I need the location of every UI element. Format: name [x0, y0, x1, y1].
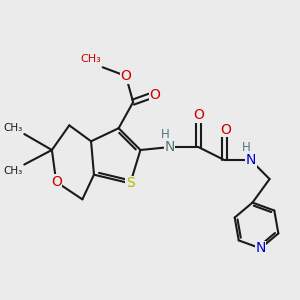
Text: N: N: [164, 140, 175, 154]
Text: CH₃: CH₃: [4, 123, 23, 133]
Text: CH₃: CH₃: [80, 54, 101, 64]
Text: O: O: [121, 69, 131, 83]
Text: N: N: [255, 241, 266, 255]
Text: O: O: [149, 88, 161, 102]
Text: CH₃: CH₃: [4, 166, 23, 176]
Text: O: O: [51, 175, 62, 189]
Text: H: H: [242, 142, 251, 154]
Text: O: O: [193, 108, 204, 122]
Text: S: S: [126, 176, 135, 190]
Text: H: H: [161, 128, 170, 140]
Text: O: O: [220, 123, 232, 137]
Text: N: N: [245, 153, 256, 167]
